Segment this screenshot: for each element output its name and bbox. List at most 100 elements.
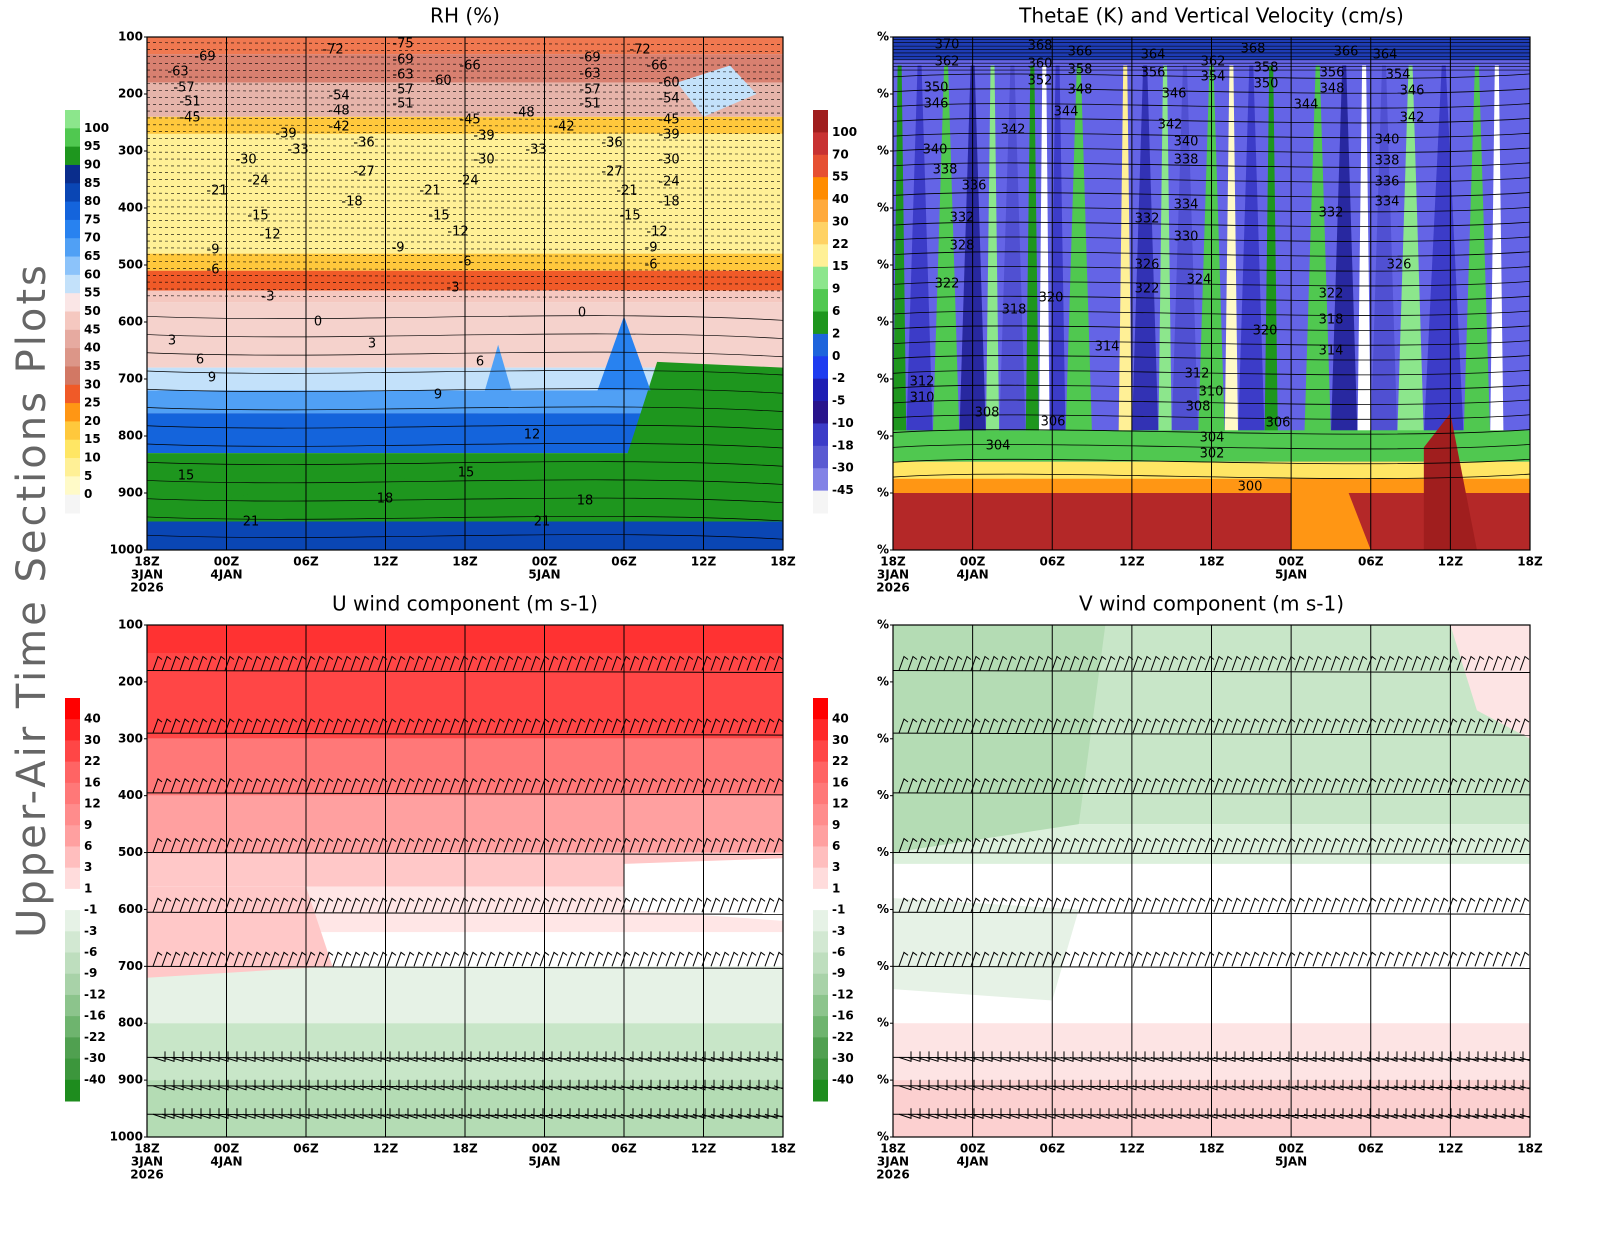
field-shape <box>173 475 253 511</box>
contour-label: 304 <box>986 439 1011 454</box>
colorbar-label: 40 <box>84 712 101 726</box>
colorbar-label: 85 <box>84 176 101 190</box>
y-tick-label: 1000 <box>110 543 143 557</box>
x-tick-label: 12Z <box>1438 1142 1464 1156</box>
x-tick-label: 18Z <box>452 1142 478 1156</box>
colorbar-label: -12 <box>84 987 106 1001</box>
field-shape <box>478 344 518 414</box>
contour-label: 308 <box>1186 400 1211 415</box>
field-shape <box>1264 65 1278 436</box>
contour-label: 322 <box>1319 287 1344 302</box>
field <box>893 625 1530 1137</box>
contour-label: 358 <box>1068 63 1093 78</box>
colorbar-label: 30 <box>832 733 849 747</box>
x-tick-label: 00Z <box>1278 555 1304 569</box>
contour-label: -18 <box>341 195 362 210</box>
colorbar-label: 6 <box>832 304 840 318</box>
contour-label: 326 <box>1135 258 1160 273</box>
x-tick-label: 18Z <box>452 555 478 569</box>
x-tick-label: 18Z <box>880 555 906 569</box>
contour-line <box>147 406 783 412</box>
colorbar-box <box>65 366 80 386</box>
colorbar-label: 22 <box>832 237 849 251</box>
x-tick-label: 12Z <box>691 555 717 569</box>
colorbar-label: 1 <box>832 881 840 895</box>
contour-line <box>893 88 1530 94</box>
colorbar-box <box>813 423 828 447</box>
contour-line <box>147 534 783 540</box>
contour-line <box>147 424 783 431</box>
contour-label: 9 <box>434 388 442 403</box>
contour-label: 314 <box>1319 344 1344 359</box>
y-tick-label: % <box>877 429 889 443</box>
contour-label: 304 <box>1200 431 1225 446</box>
colorbar-box <box>813 221 828 245</box>
contour-label: 12 <box>524 428 541 443</box>
contour-label: -51 <box>392 97 413 112</box>
colorbar-box <box>65 439 80 459</box>
contour-label: 364 <box>1141 48 1166 63</box>
y-tick-label: 200 <box>118 674 143 688</box>
wind-barbs <box>898 1079 1530 1091</box>
y-tick-label: 400 <box>118 788 143 802</box>
colorbar-box <box>813 266 828 290</box>
contour-label: -21 <box>616 184 637 199</box>
contour-label: 346 <box>924 97 949 112</box>
contour-label: 21 <box>243 515 260 530</box>
colorbar-label: 12 <box>84 797 101 811</box>
contour-label: 0 <box>578 306 586 321</box>
wind-barbs <box>898 897 1530 913</box>
contour-line <box>893 355 1530 361</box>
x-tick-label: 06Z <box>293 555 319 569</box>
colorbar-box <box>813 154 828 178</box>
colorbar-label: -6 <box>84 945 97 959</box>
contour-label: -33 <box>525 143 546 158</box>
contour-line <box>893 206 1530 213</box>
y-tick-label: % <box>877 201 889 215</box>
wind-barbs <box>152 1051 783 1063</box>
contour-label: 340 <box>1174 135 1199 150</box>
colorbar-box <box>65 888 80 911</box>
x-tick-label: 18Z <box>770 555 796 569</box>
contour-label: -45 <box>459 113 480 128</box>
wind-barbs <box>898 837 1530 853</box>
x-tick-label: 00Z <box>1278 1142 1304 1156</box>
colorbar-box <box>813 867 828 890</box>
x-tick-label: 06Z <box>611 1142 637 1156</box>
contour-label: -39 <box>473 129 494 144</box>
field-shape <box>932 65 960 436</box>
x-date-label: 3JAN <box>131 1155 163 1169</box>
field <box>147 625 783 1137</box>
contour-label: -27 <box>601 165 622 180</box>
contour-line <box>147 479 783 485</box>
field-shape <box>1330 65 1358 436</box>
field-shape <box>893 898 1079 1001</box>
field-shape <box>1158 65 1172 436</box>
contour-line <box>893 295 1530 302</box>
wind-barbs <box>152 718 783 734</box>
contour-label: 324 <box>1187 273 1212 288</box>
contour-line <box>893 429 1530 435</box>
contour-label: 326 <box>1387 258 1412 273</box>
contour-label: -63 <box>579 67 600 82</box>
colorbar-label: -10 <box>832 416 854 430</box>
contour-label: 322 <box>1135 282 1160 297</box>
contour-line <box>893 73 1530 79</box>
contour-label: -36 <box>601 136 622 151</box>
contour-label: -15 <box>428 209 449 224</box>
contour-label: 356 <box>1320 66 1345 81</box>
colorbar-label: -1 <box>832 903 845 917</box>
contour-label: 318 <box>1319 313 1344 328</box>
colorbar-box <box>813 1037 828 1060</box>
y-tick-label: 400 <box>118 201 143 215</box>
contour-label: -9 <box>207 243 220 258</box>
colorbar-label: 0 <box>84 487 92 501</box>
x-date-label: 4JAN <box>957 1155 989 1169</box>
contour-label: -33 <box>287 143 308 158</box>
colorbar-box <box>65 1079 80 1102</box>
contour-label: -57 <box>579 83 600 98</box>
contour-label: 354 <box>1201 70 1226 85</box>
y-tick-label: % <box>877 486 889 500</box>
colorbar-box <box>813 468 828 492</box>
wind-barbs <box>898 1108 1530 1119</box>
